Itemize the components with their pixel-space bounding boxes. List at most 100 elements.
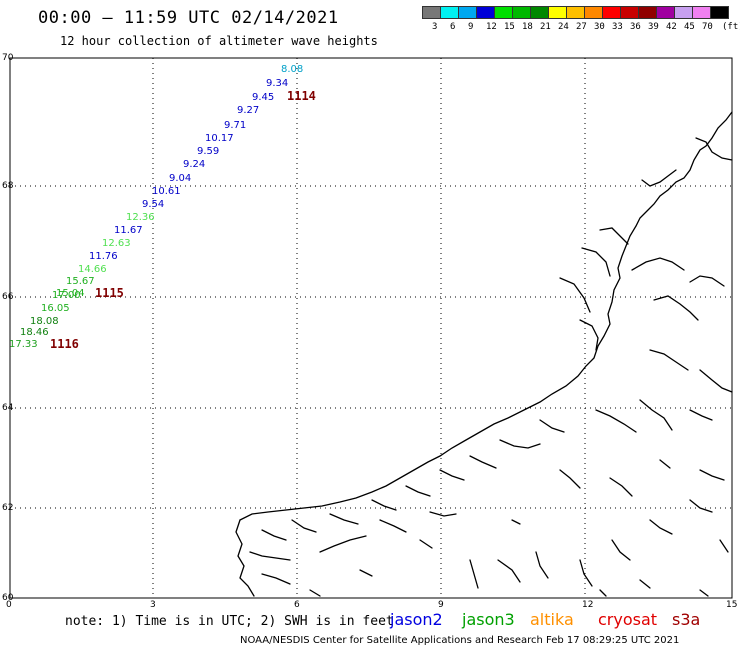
coastline-segment xyxy=(419,539,433,549)
coastline-segment xyxy=(379,519,407,533)
coastline-segment xyxy=(429,511,457,517)
x-tick-label: 12 xyxy=(582,600,594,610)
coastline-segment xyxy=(329,513,359,525)
coastline-segment xyxy=(719,539,729,553)
coastline-segment xyxy=(499,439,541,449)
coastline-segment xyxy=(511,519,521,525)
wave-height-value: 9.34 xyxy=(266,78,288,89)
coastline-segment xyxy=(599,589,607,597)
satellite-legend-entry: jason3 xyxy=(462,610,515,629)
legend-swatch-label: 15 xyxy=(504,22,515,32)
coastline-segment xyxy=(609,477,633,497)
coastline-segment xyxy=(579,319,599,351)
legend-swatch-label: 36 xyxy=(630,22,641,32)
coastline-segment xyxy=(239,111,733,521)
satellite-legend-entry: cryosat xyxy=(598,610,658,629)
wave-height-value: 9.45 xyxy=(252,92,274,103)
coastline-segment xyxy=(359,569,373,577)
coastline-segment xyxy=(497,559,521,583)
x-tick-label: 3 xyxy=(150,600,156,610)
legend-swatch-label: 42 xyxy=(666,22,677,32)
coastline-segment xyxy=(659,459,671,469)
coastline-segment xyxy=(641,169,677,187)
pass-time-labels: 1114 1115 1116 xyxy=(50,89,316,351)
legend-swatch-label: 27 xyxy=(576,22,587,32)
coastline-segment xyxy=(639,399,673,431)
norway-coastline xyxy=(235,111,733,597)
legend-swatch-label: 39 xyxy=(648,22,659,32)
coastline-segment xyxy=(649,519,673,535)
wave-height-value: 9.04 xyxy=(169,173,191,184)
pass-time-label: 1116 xyxy=(50,337,79,351)
credit-line: NOAA/NESDIS Center for Satellite Applica… xyxy=(240,635,680,646)
y-tick-label: 60 xyxy=(2,593,14,603)
x-tick-label: 9 xyxy=(438,600,444,610)
coastline-segment xyxy=(689,409,713,421)
wave-height-value: 9.71 xyxy=(224,120,246,131)
satellite-legend-entry: s3a xyxy=(672,610,701,629)
coastline-segment xyxy=(695,137,733,161)
coastline-segment xyxy=(539,419,565,433)
wave-height-value: 11.67 xyxy=(114,225,143,236)
y-tick-label: 64 xyxy=(2,403,14,413)
y-tick-label: 70 xyxy=(2,53,14,63)
wave-height-value: 17.33 xyxy=(9,339,38,350)
satellite-legend-entry: altika xyxy=(530,610,574,629)
legend-swatch-label: 9 xyxy=(468,22,474,32)
map-frame xyxy=(9,57,733,599)
pass-time-label: 1114 xyxy=(287,89,316,103)
coastline-segment xyxy=(439,469,465,481)
coastline-segment xyxy=(291,519,317,533)
legend-swatch-label: 3 xyxy=(432,22,438,32)
coastline-segment xyxy=(405,485,431,497)
legend-swatch-label: 33 xyxy=(612,22,623,32)
wave-height-value: 12.63 xyxy=(102,238,131,249)
coastline-segment xyxy=(595,409,637,433)
coastline-segment xyxy=(309,589,321,597)
coastline-segment xyxy=(699,369,733,393)
legend-swatch-label: 24 xyxy=(558,22,569,32)
coastline-segment xyxy=(371,499,397,511)
satellite-legend-entry: jason2 xyxy=(390,610,443,629)
legend-swatch-label: 18 xyxy=(522,22,533,32)
coastline-segment xyxy=(631,257,685,271)
wave-height-labels: 8.08 9.34 9.45 9.27 9.71 10.17 9.59 9.24 9.04 10.… xyxy=(9,64,303,350)
wave-height-value: 10.17 xyxy=(205,133,234,144)
coastline-segment xyxy=(699,589,709,597)
wave-height-value: 9.54 xyxy=(142,199,164,210)
legend-swatch-label: 21 xyxy=(540,22,551,32)
wave-height-value: 10.61 xyxy=(152,186,181,197)
coastline-segment xyxy=(639,579,651,589)
legend-swatch-label: 30 xyxy=(594,22,605,32)
wave-height-value: 8.08 xyxy=(281,64,303,75)
coastline-segment xyxy=(581,247,611,277)
wave-height-value: 18.46 xyxy=(20,327,49,338)
legend-unit: (ft) xyxy=(722,22,740,32)
wave-height-value: 9.59 xyxy=(197,146,219,157)
coastline-segment xyxy=(699,469,725,481)
coastline-segment xyxy=(579,559,593,587)
legend-swatch-label: 45 xyxy=(684,22,695,32)
y-tick-label: 68 xyxy=(2,181,14,191)
coastline-segment xyxy=(261,573,291,585)
wave-height-value: 17.00 xyxy=(52,290,81,301)
x-tick-label: 6 xyxy=(294,600,300,610)
coastline-segment xyxy=(689,275,725,287)
coastline-segment xyxy=(653,295,699,321)
coastline-segment xyxy=(469,559,479,589)
coastline-segment xyxy=(235,519,255,597)
coastline-segment xyxy=(599,227,629,245)
map-subtitle: 12 hour collection of altimeter wave hei… xyxy=(60,34,378,48)
wave-height-value: 15.04 xyxy=(56,288,85,299)
lat-lon-grid xyxy=(10,58,732,598)
wave-height-value: 11.76 xyxy=(89,251,118,262)
map-title: 00:00 – 11:59 UTC 02/14/2021 xyxy=(38,8,339,28)
legend-swatch-label: 6 xyxy=(450,22,456,32)
coastline-segment xyxy=(469,455,497,469)
wave-height-value: 15.67 xyxy=(66,276,95,287)
x-tick-label: 0 xyxy=(6,600,12,610)
coastline-segment xyxy=(559,469,581,489)
pass-time-label: 1115 xyxy=(95,286,124,300)
